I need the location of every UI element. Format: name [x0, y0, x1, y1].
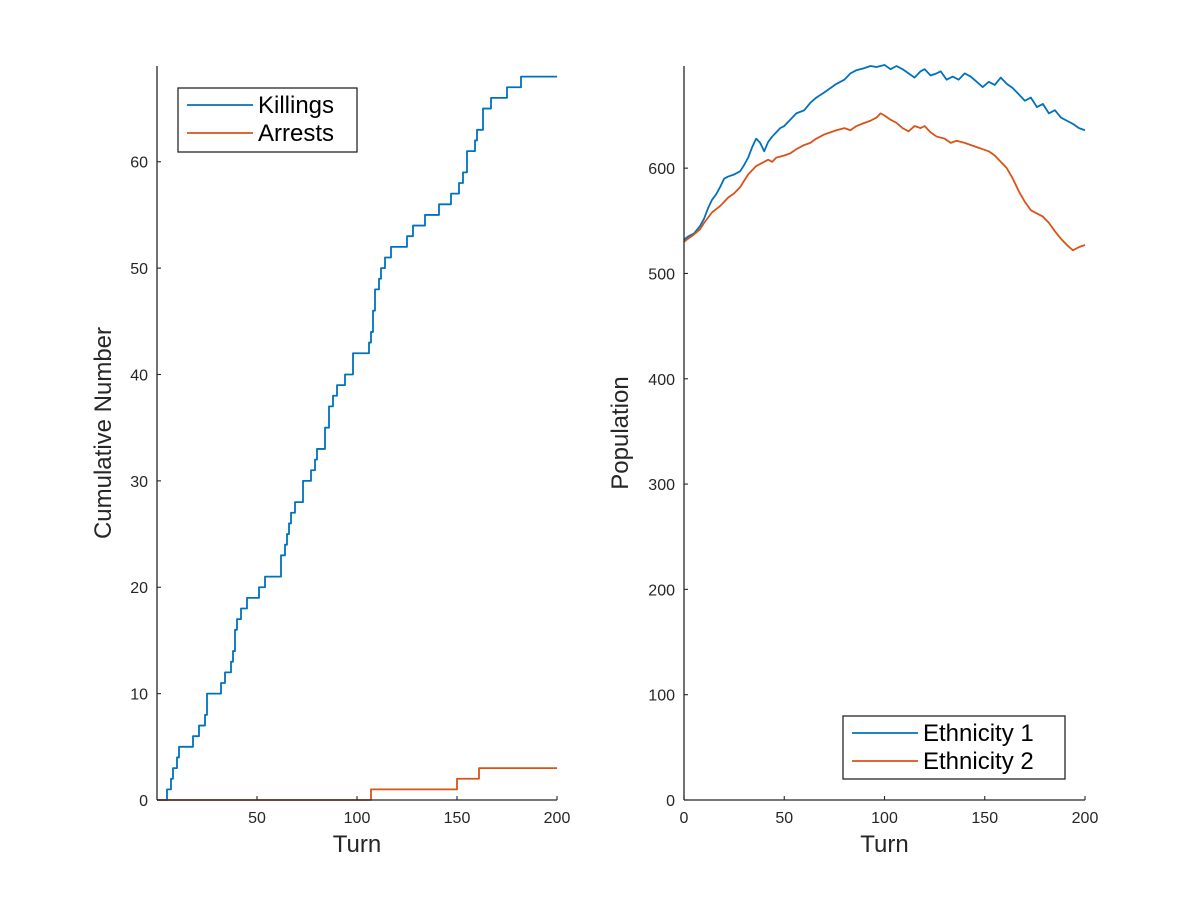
right-y-tick-label: 600 [648, 161, 675, 178]
left-x-axis-title: Turn [333, 831, 381, 858]
left-axes: 50 100 150 200 0 10 20 30 40 50 60 Turn Cumulative N… [90, 66, 570, 858]
left-series-line-1 [157, 75, 557, 801]
right-axes: 0 50 100 150 200 0 100 200 300 400 500 600 Turn Popul… [607, 64, 1099, 858]
left-y-tick-label: 50 [130, 261, 148, 278]
left-legend-label-1: Killings [258, 92, 334, 119]
right-y-tick-label: 200 [648, 582, 675, 599]
right-y-tick-label: 0 [666, 793, 675, 810]
right-legend-label-1: Ethnicity 1 [923, 720, 1034, 747]
left-y-tick-label: 40 [130, 367, 148, 384]
left-x-tick-label: 50 [248, 810, 266, 827]
right-series-line-2 [683, 112, 1086, 252]
right-series-line-1 [683, 64, 1086, 241]
left-legend-label-2: Arrests [258, 120, 334, 147]
left-legend-box [177, 87, 358, 153]
right-y-axis-title: Population [607, 376, 634, 489]
right-x-tick-label: 0 [680, 810, 689, 827]
right-x-tick-label: 150 [971, 810, 998, 827]
right-y-tick-label: 300 [648, 477, 675, 494]
left-y-tick-label: 20 [130, 580, 148, 597]
left-y-tick-label: 60 [130, 155, 148, 172]
left-x-tick-label: 200 [544, 810, 571, 827]
right-y-tick-label: 500 [648, 266, 675, 283]
right-legend-label-2: Ethnicity 2 [923, 748, 1034, 775]
right-y-tick-label: 400 [648, 372, 675, 389]
left-x-tick-label: 150 [444, 810, 471, 827]
right-x-tick-label: 200 [1072, 810, 1099, 827]
left-x-tick-label: 100 [344, 810, 371, 827]
right-legend-box [842, 715, 1066, 780]
right-x-tick-label: 50 [775, 810, 793, 827]
left-y-tick-label: 10 [130, 687, 148, 704]
right-x-axis-title: Turn [860, 831, 908, 858]
left-y-axis-title: Cumulative Number [90, 327, 117, 539]
left-y-tick-label: 0 [139, 793, 148, 810]
right-x-tick-label: 100 [871, 810, 898, 827]
right-y-tick-label: 100 [648, 688, 675, 705]
left-y-tick-label: 30 [130, 474, 148, 491]
